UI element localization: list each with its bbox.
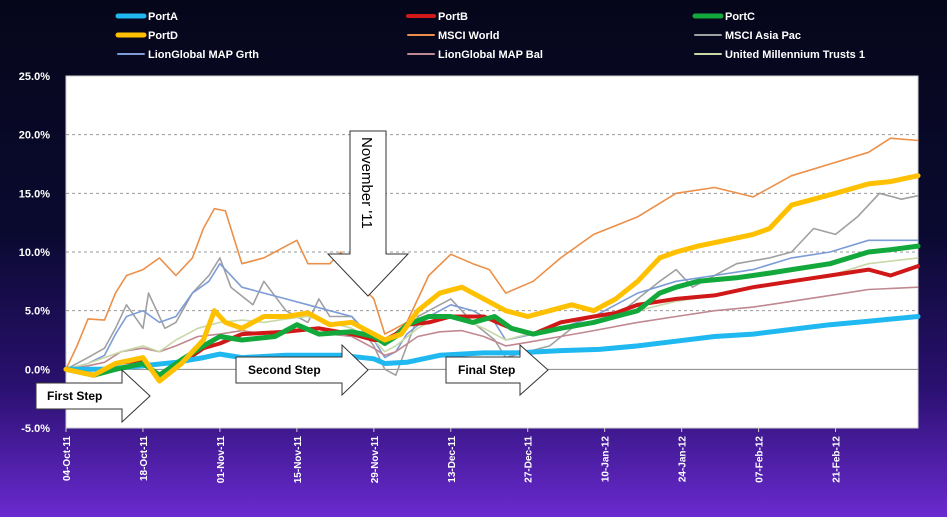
legend-label: PortC bbox=[725, 11, 755, 23]
series-layer bbox=[63, 137, 921, 384]
legend-label: PortA bbox=[148, 11, 178, 23]
november-label: November '11 bbox=[358, 137, 375, 229]
y-tick-label: 20.0% bbox=[19, 130, 50, 142]
final-step-label: Final Step bbox=[458, 363, 515, 377]
series-line-msci-asia-pac bbox=[65, 192, 919, 377]
legend-label: LionGlobal MAP Grth bbox=[148, 49, 259, 61]
series-line-lionglobal-map-grth bbox=[65, 239, 919, 371]
y-tick-label: 0.0% bbox=[25, 364, 50, 376]
x-tick-label: 18-Oct-11 bbox=[139, 436, 150, 481]
y-axis: 25.0% 20.0% 15.0% 10.0% 5.0% 0.0% -5.0% bbox=[19, 71, 50, 435]
x-tick-label: 24-Jan-12 bbox=[678, 436, 689, 483]
x-axis: 04-Oct-11 18-Oct-11 01-Nov-11 15-Nov-11 29-N… bbox=[62, 428, 843, 483]
x-tick-label: 13-Dec-11 bbox=[447, 436, 458, 483]
series-line-portd bbox=[63, 173, 921, 384]
y-tick-label: -5.0% bbox=[21, 423, 50, 435]
series-line-porta bbox=[63, 314, 921, 372]
y-tick-label: 25.0% bbox=[19, 71, 50, 83]
november-arrow bbox=[326, 130, 410, 297]
x-tick-label: 04-Oct-11 bbox=[62, 436, 73, 481]
x-tick-label: 07-Feb-12 bbox=[755, 436, 766, 483]
legend-label: LionGlobal MAP Bal bbox=[438, 49, 543, 61]
legend-label: PortB bbox=[438, 11, 468, 23]
second-step-arrow bbox=[235, 343, 369, 397]
legend-label: MSCI World bbox=[438, 30, 500, 42]
y-tick-label: 10.0% bbox=[19, 247, 50, 259]
legend-label: MSCI Asia Pac bbox=[725, 30, 801, 42]
series-line-portc bbox=[63, 243, 921, 378]
x-tick-label: 29-Nov-11 bbox=[370, 436, 381, 484]
y-tick-label: 15.0% bbox=[19, 188, 50, 200]
x-tick-label: 10-Jan-12 bbox=[601, 436, 612, 483]
legend-label: PortD bbox=[148, 30, 178, 42]
final-step-arrow bbox=[445, 343, 549, 397]
second-step-label: Second Step bbox=[248, 363, 321, 377]
x-tick-label: 15-Nov-11 bbox=[293, 436, 304, 484]
x-tick-label: 27-Dec-11 bbox=[524, 436, 535, 483]
first-step-label: First Step bbox=[47, 389, 102, 403]
legend-label: United Millennium Trusts 1 bbox=[725, 49, 865, 61]
y-tick-label: 5.0% bbox=[25, 306, 50, 318]
series-line-lionglobal-map-bal bbox=[65, 286, 919, 371]
first-step-arrow bbox=[35, 368, 151, 424]
x-tick-label: 21-Feb-12 bbox=[832, 436, 843, 483]
annotations: First Step Second Step Final Step Novemb… bbox=[35, 130, 549, 424]
x-tick-label: 01-Nov-11 bbox=[216, 436, 227, 484]
legend: PortA PortB PortC PortD MSCI World MSCI Asia … bbox=[115, 11, 865, 61]
